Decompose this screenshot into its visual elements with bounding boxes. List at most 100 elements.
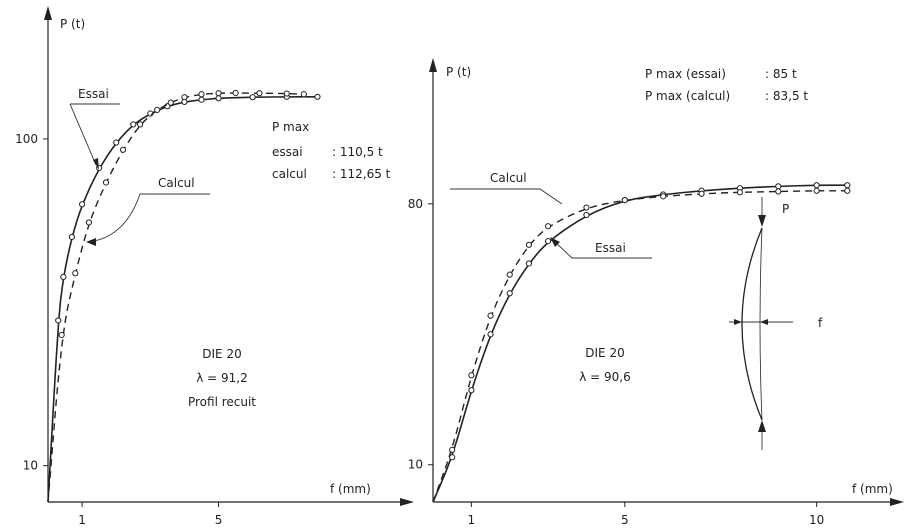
left-calcul-point xyxy=(232,89,239,97)
left-essai-leader-arrow xyxy=(93,158,99,170)
right-essai-point xyxy=(813,182,820,189)
left-x-axis-label: f (mm) xyxy=(330,482,371,496)
left-calcul-point xyxy=(256,90,263,97)
right-calcul-point xyxy=(775,188,782,195)
right-pmax-calcul: P max (calcul) xyxy=(645,89,730,103)
left-pmax-calcul-value: : 112,65 t xyxy=(332,167,391,181)
right-essai-point xyxy=(487,331,494,338)
right-essai-point xyxy=(449,454,456,461)
sketch-column xyxy=(741,227,763,421)
right-essai-point xyxy=(525,260,533,267)
right-essai-point xyxy=(544,237,552,245)
right-calcul-point xyxy=(449,446,456,453)
left-calcul-leader-arrow xyxy=(86,238,96,246)
left-calcul-point xyxy=(58,331,65,339)
left-curves xyxy=(47,89,321,503)
left-calcul-point xyxy=(181,94,188,101)
right-y-axis-label: P (t) xyxy=(446,65,471,79)
left-calcul-point xyxy=(215,90,222,97)
sketch-load-arrowhead-top xyxy=(758,215,766,227)
left-y-axis-arrow xyxy=(44,6,52,20)
left-ticks: 1 5 10 100 xyxy=(15,132,222,527)
right-y-tick-label: 10 xyxy=(408,458,423,472)
right-y-axis-arrow xyxy=(429,58,437,72)
left-x-tick-label: 5 xyxy=(215,513,223,527)
right-essai-curve xyxy=(432,184,848,503)
right-spec-2: λ = 90,6 xyxy=(579,370,631,384)
right-y-tick-label: 80 xyxy=(408,197,423,211)
left-essai-label: Essai xyxy=(78,87,109,101)
left-calcul-curve xyxy=(47,92,304,503)
sketch-f-label: f xyxy=(818,316,823,330)
left-spec-2: λ = 91,2 xyxy=(196,371,248,385)
right-ticks: 1 5 10 10 80 xyxy=(408,197,825,527)
right-spec-1: DIE 20 xyxy=(585,346,624,360)
right-calcul-label: Calcul xyxy=(490,171,527,185)
left-calcul-point xyxy=(137,121,144,128)
left-calcul-point xyxy=(167,99,174,106)
right-pmax-essai: P max (essai) xyxy=(645,67,726,81)
sketch-column-chord xyxy=(759,227,763,421)
right-pmax-essai-value: : 85 t xyxy=(765,67,797,81)
right-essai-leader-arrow xyxy=(550,237,560,247)
right-essai-point xyxy=(844,182,851,189)
left-x-tick-label: 1 xyxy=(78,513,86,527)
left-y-tick-label: 100 xyxy=(15,132,38,146)
right-calcul-point xyxy=(583,204,590,211)
right-calcul-point xyxy=(487,312,494,319)
left-essai-point xyxy=(314,93,321,100)
left-y-tick-label: 10 xyxy=(23,459,38,473)
right-essai-point xyxy=(468,387,475,394)
sketch-deflection-arrow-right xyxy=(760,319,768,325)
right-calcul-point xyxy=(506,271,513,278)
right-essai-point xyxy=(775,183,782,190)
sketch-deflection-arrow-left xyxy=(734,319,742,325)
right-calcul-leader xyxy=(450,188,563,205)
right-x-axis-label: f (mm) xyxy=(852,482,893,496)
right-x-tick-label: 5 xyxy=(621,513,629,527)
left-pmax-calcul-label: calcul xyxy=(272,167,307,181)
left-calcul-point xyxy=(198,91,205,98)
right-calcul-curve xyxy=(432,190,848,503)
right-x-tick-label: 10 xyxy=(809,513,824,527)
left-essai-point xyxy=(113,139,120,146)
left-essai-point xyxy=(198,96,205,103)
left-x-axis-arrow xyxy=(400,498,414,506)
right-pmax-calcul-value: : 83,5 t xyxy=(765,89,808,103)
right-essai-point xyxy=(506,290,513,297)
right-calcul-point xyxy=(621,196,628,204)
left-y-axis-label: P (t) xyxy=(60,17,85,31)
right-x-axis-arrow xyxy=(890,498,904,506)
left-essai-point xyxy=(60,273,67,280)
left-calcul-point xyxy=(300,91,307,98)
left-calcul-label: Calcul xyxy=(158,176,195,190)
left-essai-point xyxy=(249,94,256,101)
left-pmax-essai-label: essai xyxy=(272,145,303,159)
left-essai-point xyxy=(215,95,222,102)
left-calcul-point xyxy=(119,146,127,153)
left-essai-point xyxy=(55,317,62,324)
left-essai-point xyxy=(68,233,75,241)
left-calcul-point xyxy=(154,106,161,113)
right-essai-label: Essai xyxy=(595,241,626,255)
left-spec-1: DIE 20 xyxy=(202,347,241,361)
sketch-load-arrowhead-bottom xyxy=(758,420,766,432)
sketch-p-label: P xyxy=(782,202,789,216)
right-chart: P (t) f (mm) 1 5 10 10 80 P max (essai) : 85… xyxy=(408,58,904,527)
left-essai-leader xyxy=(69,103,120,166)
right-calcul-point xyxy=(468,372,475,379)
right-essai-point xyxy=(583,211,590,219)
right-calcul-point xyxy=(698,190,705,197)
right-calcul-point xyxy=(544,223,552,230)
left-calcul-point xyxy=(72,270,79,277)
right-calcul-point xyxy=(813,187,820,194)
right-calcul-point xyxy=(525,241,533,248)
left-calcul-point xyxy=(102,179,110,186)
right-calcul-point xyxy=(844,187,851,194)
buckling-sketch: P f xyxy=(729,197,823,450)
left-calcul-point xyxy=(85,219,93,226)
right-curves xyxy=(432,182,851,503)
left-spec-3: Profil recuit xyxy=(188,395,256,409)
right-x-tick-label: 1 xyxy=(468,513,476,527)
